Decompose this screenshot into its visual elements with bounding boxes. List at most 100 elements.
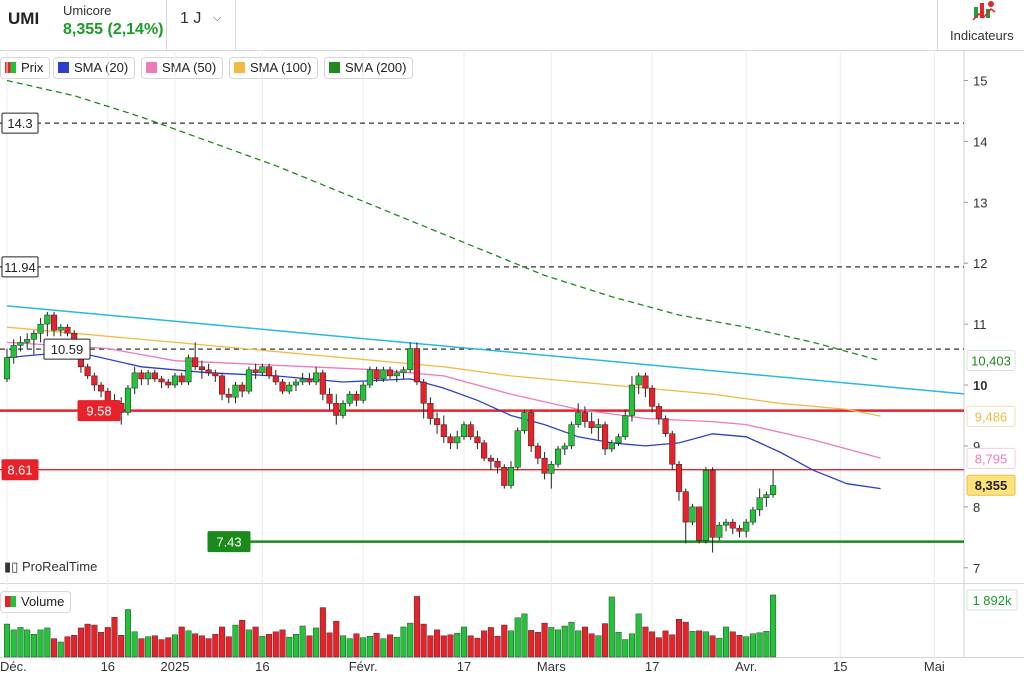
- candle-body[interactable]: [380, 369, 387, 380]
- candle-body[interactable]: [131, 372, 138, 389]
- volume-bar[interactable]: [487, 627, 494, 658]
- volume-bar[interactable]: [508, 630, 515, 658]
- candle-body[interactable]: [17, 342, 24, 346]
- candle-body[interactable]: [292, 381, 300, 386]
- volume-bar[interactable]: [91, 624, 98, 658]
- volume-bar[interactable]: [756, 632, 763, 658]
- candle-body[interactable]: [37, 323, 44, 334]
- volume-bar[interactable]: [575, 630, 582, 658]
- volume-bar[interactable]: [232, 624, 239, 658]
- volume-bar[interactable]: [548, 627, 555, 658]
- candle-body[interactable]: [682, 491, 689, 523]
- candle-body[interactable]: [232, 384, 239, 398]
- legend-item-sma200[interactable]: SMA (200): [324, 57, 414, 79]
- volume-bar[interactable]: [286, 636, 293, 658]
- volume-bar[interactable]: [467, 635, 474, 658]
- volume-bar[interactable]: [353, 633, 360, 658]
- volume-bar[interactable]: [628, 633, 635, 658]
- candle-body[interactable]: [702, 470, 709, 541]
- candle-body[interactable]: [736, 527, 743, 532]
- volume-bar[interactable]: [3, 623, 10, 658]
- candle-body[interactable]: [655, 406, 662, 419]
- volume-bar[interactable]: [366, 635, 373, 658]
- candle-body[interactable]: [205, 369, 212, 374]
- candle-body[interactable]: [575, 412, 582, 425]
- volume-bar[interactable]: [481, 630, 488, 658]
- candle-body[interactable]: [185, 357, 192, 383]
- volume-bar[interactable]: [373, 633, 380, 658]
- volume-bar[interactable]: [212, 634, 219, 658]
- candle-body[interactable]: [460, 424, 468, 438]
- candle-body[interactable]: [608, 442, 615, 450]
- volume-bar[interactable]: [165, 637, 172, 658]
- volume-bar[interactable]: [662, 630, 669, 658]
- timeframe-selector[interactable]: 1 J: [180, 10, 202, 27]
- volume-bar[interactable]: [729, 631, 736, 658]
- volume-bar[interactable]: [158, 639, 165, 658]
- volume-bar[interactable]: [588, 633, 595, 658]
- volume-bar[interactable]: [299, 625, 306, 658]
- candle-body[interactable]: [427, 403, 434, 419]
- volume-bar[interactable]: [178, 626, 185, 658]
- volume-bar[interactable]: [615, 632, 622, 658]
- candle-body[interactable]: [98, 384, 105, 392]
- level-label-box[interactable]: [1, 256, 39, 278]
- volume-bar[interactable]: [770, 594, 777, 658]
- volume-bar[interactable]: [326, 632, 333, 658]
- volume-bar[interactable]: [346, 638, 353, 658]
- candle-body[interactable]: [319, 372, 326, 395]
- level-label-box[interactable]: [1, 459, 39, 481]
- chevron-down-icon[interactable]: ⌵: [213, 12, 222, 24]
- candle-body[interactable]: [722, 521, 730, 526]
- candle-body[interactable]: [212, 372, 219, 377]
- candle-body[interactable]: [534, 445, 541, 459]
- indicators-icon[interactable]: [971, 0, 997, 24]
- candle-body[interactable]: [91, 375, 98, 386]
- volume-bar[interactable]: [440, 635, 447, 658]
- candle-body[interactable]: [104, 390, 111, 401]
- trendline[interactable]: [6, 305, 965, 395]
- candle-body[interactable]: [84, 366, 91, 377]
- candle-body[interactable]: [709, 470, 716, 538]
- volume-bar[interactable]: [682, 621, 689, 658]
- indicators-button[interactable]: Indicateurs: [950, 28, 1014, 43]
- candle-body[interactable]: [675, 463, 683, 492]
- candle-body[interactable]: [628, 384, 636, 416]
- candle-body[interactable]: [581, 412, 588, 422]
- volume-bar[interactable]: [219, 626, 226, 658]
- volume-bar[interactable]: [427, 635, 434, 658]
- volume-bar[interactable]: [763, 631, 770, 658]
- volume-bar[interactable]: [292, 634, 299, 658]
- volume-bar[interactable]: [602, 623, 609, 658]
- volume-bar[interactable]: [192, 633, 199, 658]
- candle-body[interactable]: [145, 372, 152, 380]
- volume-bar[interactable]: [608, 596, 615, 658]
- volume-bar[interactable]: [702, 631, 709, 658]
- volume-bar[interactable]: [104, 627, 111, 658]
- volume-bar[interactable]: [17, 627, 24, 658]
- volume-bar[interactable]: [669, 634, 676, 658]
- candle-body[interactable]: [333, 403, 340, 416]
- volume-bar[interactable]: [185, 630, 192, 658]
- candle-body[interactable]: [353, 393, 360, 401]
- volume-bar[interactable]: [474, 637, 481, 658]
- volume-bar[interactable]: [131, 631, 138, 658]
- candle-body[interactable]: [420, 381, 427, 404]
- candle-body[interactable]: [447, 436, 454, 444]
- volume-bar[interactable]: [138, 638, 145, 658]
- volume-bar[interactable]: [454, 633, 461, 658]
- volume-bar[interactable]: [676, 619, 683, 658]
- candle-body[interactable]: [602, 424, 609, 450]
- volume-bar[interactable]: [534, 632, 541, 658]
- volume-bar[interactable]: [655, 637, 662, 658]
- volume-bar[interactable]: [57, 641, 64, 658]
- volume-bar[interactable]: [568, 621, 575, 658]
- candle-body[interactable]: [386, 369, 394, 377]
- volume-bar[interactable]: [51, 638, 58, 658]
- volume-bar[interactable]: [380, 638, 387, 658]
- volume-bar[interactable]: [447, 634, 454, 658]
- level-label-box[interactable]: [77, 400, 121, 422]
- candle-body[interactable]: [10, 345, 17, 358]
- candle-body[interactable]: [568, 424, 575, 447]
- candle-body[interactable]: [763, 494, 770, 498]
